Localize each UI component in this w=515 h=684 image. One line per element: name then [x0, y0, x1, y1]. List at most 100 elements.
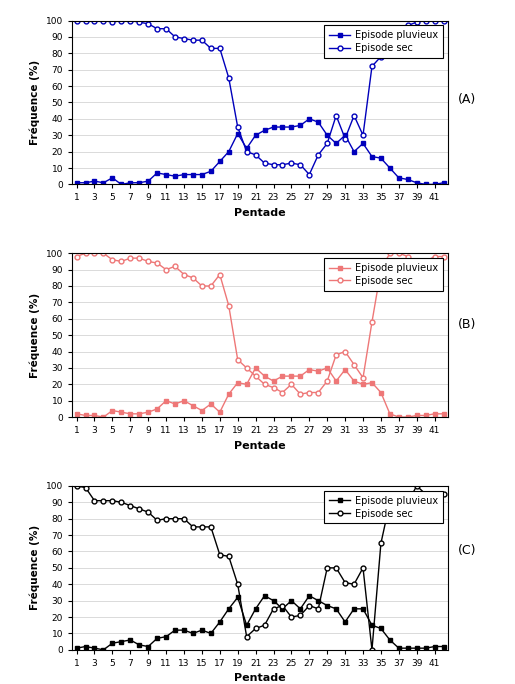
Episode sec — [440, 490, 447, 498]
Episode sec — [74, 252, 80, 261]
Episode pluvieux — [270, 123, 277, 131]
Episode pluvieux — [145, 408, 151, 417]
Episode sec — [306, 170, 313, 179]
Episode sec — [154, 516, 160, 525]
Episode pluvieux — [360, 605, 366, 613]
Episode sec — [136, 254, 142, 262]
Episode pluvieux — [154, 169, 160, 177]
Episode pluvieux — [199, 406, 205, 415]
Episode sec — [387, 33, 393, 41]
Episode sec — [297, 161, 303, 169]
Episode pluvieux — [351, 377, 357, 385]
Episode sec — [351, 580, 357, 588]
Episode pluvieux — [235, 378, 241, 386]
Episode sec — [74, 482, 80, 490]
Episode pluvieux — [172, 400, 178, 408]
Episode sec — [432, 492, 438, 500]
Episode sec — [181, 34, 187, 42]
Episode pluvieux — [181, 170, 187, 179]
Episode sec — [82, 16, 89, 25]
Episode sec — [423, 257, 429, 265]
Episode sec — [369, 646, 375, 654]
Episode sec — [109, 256, 115, 264]
Episode sec — [118, 498, 125, 506]
Episode sec — [270, 605, 277, 613]
Episode sec — [342, 347, 348, 356]
Episode pluvieux — [74, 179, 80, 187]
Episode sec — [369, 62, 375, 70]
Episode sec — [235, 580, 241, 588]
Episode pluvieux — [208, 400, 214, 408]
Episode sec — [288, 159, 295, 167]
Episode sec — [91, 497, 97, 505]
Episode pluvieux — [297, 372, 303, 380]
Episode sec — [288, 613, 295, 621]
Episode pluvieux — [324, 364, 330, 372]
Episode sec — [172, 262, 178, 270]
Episode sec — [226, 552, 232, 560]
Episode sec — [279, 389, 285, 397]
Episode sec — [190, 523, 196, 531]
Text: (C): (C) — [458, 544, 477, 557]
Episode pluvieux — [252, 605, 259, 613]
Episode pluvieux — [199, 170, 205, 179]
Episode pluvieux — [235, 129, 241, 137]
Episode pluvieux — [172, 626, 178, 634]
Episode sec — [333, 564, 339, 572]
Episode pluvieux — [199, 626, 205, 634]
Legend: Episode pluvieux, Episode sec: Episode pluvieux, Episode sec — [324, 258, 443, 291]
Episode pluvieux — [118, 408, 125, 417]
Episode sec — [414, 259, 420, 267]
Episode pluvieux — [279, 372, 285, 380]
Episode sec — [378, 53, 384, 61]
Text: (A): (A) — [458, 92, 476, 106]
Episode pluvieux — [360, 140, 366, 148]
Episode sec — [235, 356, 241, 364]
Episode sec — [163, 265, 169, 274]
Episode pluvieux — [217, 408, 223, 417]
Episode pluvieux — [378, 389, 384, 397]
Episode sec — [226, 74, 232, 82]
Episode pluvieux — [190, 170, 196, 179]
Episode pluvieux — [270, 596, 277, 605]
Episode sec — [405, 252, 411, 261]
Text: (B): (B) — [458, 318, 477, 332]
Episode pluvieux — [100, 179, 107, 187]
Episode pluvieux — [118, 637, 125, 646]
Episode sec — [199, 282, 205, 290]
Episode pluvieux — [369, 153, 375, 161]
Episode sec — [387, 498, 393, 506]
Episode pluvieux — [405, 413, 411, 421]
Episode pluvieux — [315, 367, 321, 376]
Episode sec — [154, 25, 160, 33]
Episode pluvieux — [342, 131, 348, 140]
Episode sec — [163, 514, 169, 523]
Episode sec — [333, 351, 339, 359]
Episode sec — [324, 377, 330, 385]
Episode pluvieux — [181, 626, 187, 634]
Episode pluvieux — [226, 390, 232, 398]
X-axis label: Pentade: Pentade — [234, 673, 286, 683]
Episode sec — [262, 380, 268, 389]
Episode sec — [414, 482, 420, 490]
Episode sec — [279, 161, 285, 169]
Episode pluvieux — [405, 175, 411, 183]
Episode pluvieux — [262, 592, 268, 600]
Episode pluvieux — [423, 411, 429, 419]
Episode pluvieux — [217, 618, 223, 626]
Episode sec — [396, 25, 402, 33]
Episode sec — [405, 498, 411, 506]
Episode pluvieux — [405, 644, 411, 653]
Episode pluvieux — [378, 154, 384, 162]
Episode sec — [82, 484, 89, 492]
Episode sec — [136, 505, 142, 513]
Episode pluvieux — [432, 181, 438, 189]
Episode pluvieux — [396, 174, 402, 182]
Episode pluvieux — [226, 605, 232, 613]
Episode pluvieux — [279, 123, 285, 131]
Episode sec — [315, 389, 321, 397]
Episode sec — [414, 18, 420, 26]
Episode sec — [199, 523, 205, 531]
Episode pluvieux — [74, 644, 80, 653]
Episode pluvieux — [315, 118, 321, 127]
